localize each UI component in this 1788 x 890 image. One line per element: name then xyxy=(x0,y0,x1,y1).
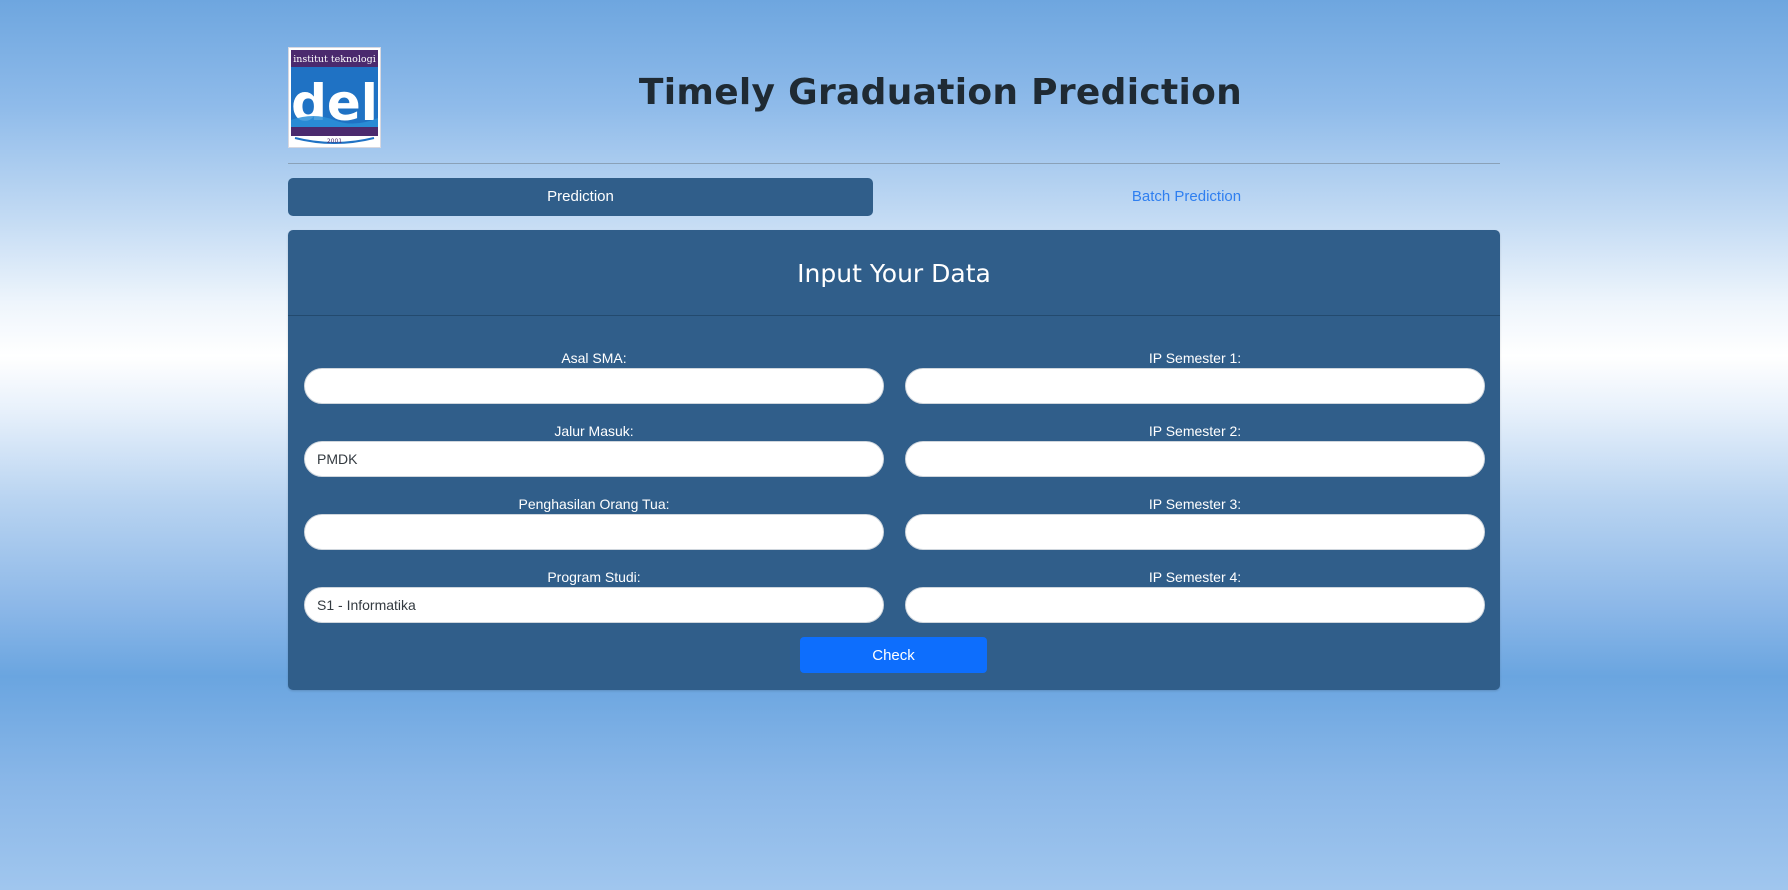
page-container: institut teknologi del 2001 Timely Gradu… xyxy=(288,0,1500,690)
program-studi-input[interactable] xyxy=(304,587,884,623)
asal-sma-label: Asal SMA: xyxy=(561,350,627,366)
field-asal-sma: Asal SMA: xyxy=(304,348,884,404)
page-header: institut teknologi del 2001 Timely Gradu… xyxy=(288,0,1500,164)
field-ip-semester-1: IP Semester 1: xyxy=(905,348,1485,404)
ip-semester-1-label: IP Semester 1: xyxy=(1148,350,1242,366)
penghasilan-orang-tua-input[interactable] xyxy=(304,514,884,550)
field-penghasilan-orang-tua: Penghasilan Orang Tua: xyxy=(304,494,884,550)
tab-prediction[interactable]: Prediction xyxy=(288,178,873,216)
field-program-studi: Program Studi: xyxy=(304,567,884,623)
field-ip-semester-4: IP Semester 4: xyxy=(905,567,1485,623)
form-heading: Input Your Data xyxy=(288,230,1500,316)
ip-semester-3-input[interactable] xyxy=(905,514,1485,550)
ip-semester-2-label: IP Semester 2: xyxy=(1148,423,1242,439)
title-wrapper: Timely Graduation Prediction xyxy=(381,72,1500,113)
field-jalur-masuk: Jalur Masuk: xyxy=(304,421,884,477)
ip-semester-4-input[interactable] xyxy=(905,587,1485,623)
penghasilan-orang-tua-label: Penghasilan Orang Tua: xyxy=(518,496,670,512)
program-studi-label: Program Studi: xyxy=(547,569,641,585)
logo-year: 2001 xyxy=(327,138,342,145)
tab-batch-prediction[interactable]: Batch Prediction xyxy=(1131,188,1242,205)
field-ip-semester-2: IP Semester 2: xyxy=(905,421,1485,477)
ip-semester-2-input[interactable] xyxy=(905,441,1485,477)
ip-semester-3-label: IP Semester 3: xyxy=(1148,496,1242,512)
field-ip-semester-3: IP Semester 3: xyxy=(905,494,1485,550)
jalur-masuk-label: Jalur Masuk: xyxy=(554,423,634,439)
input-form-panel: Input Your Data Asal SMA: Jalur Masuk: P… xyxy=(288,230,1500,690)
jalur-masuk-input[interactable] xyxy=(304,441,884,477)
page-title: Timely Graduation Prediction xyxy=(638,72,1243,113)
check-button[interactable]: Check xyxy=(800,637,987,673)
asal-sma-input[interactable] xyxy=(304,368,884,404)
tab-bar: Prediction Batch Prediction xyxy=(288,178,1500,216)
ip-semester-1-input[interactable] xyxy=(905,368,1485,404)
institution-logo: institut teknologi del 2001 xyxy=(288,47,381,148)
ip-semester-4-label: IP Semester 4: xyxy=(1148,569,1242,585)
logo-top-text: institut teknologi xyxy=(293,54,376,65)
